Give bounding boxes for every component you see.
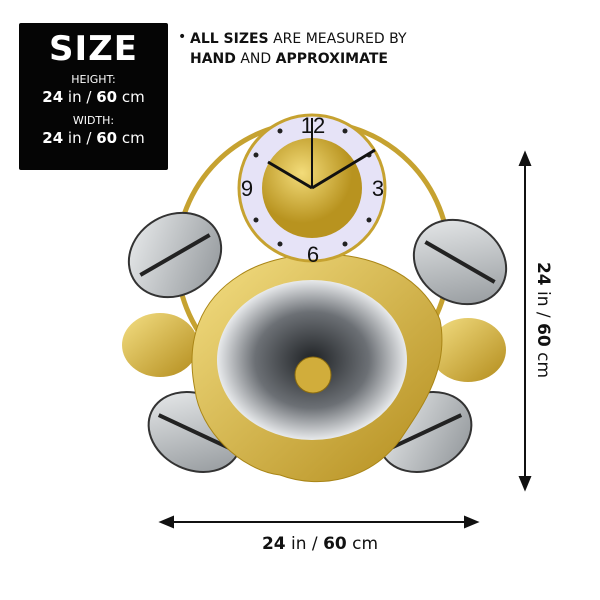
height-value: 24 in / 60 cm xyxy=(42,88,145,106)
size-title: SIZE xyxy=(48,29,139,69)
gold-leaf xyxy=(122,313,198,377)
numeral-9: 9 xyxy=(241,176,253,201)
measurement-note: • ALL SIZES ARE MEASURED BY HAND AND APP… xyxy=(178,29,407,67)
width-value: 24 in / 60 cm xyxy=(42,129,145,147)
numeral-6: 6 xyxy=(307,242,319,267)
center-rose xyxy=(294,356,332,394)
width-arrow xyxy=(158,515,480,529)
silver-leaf xyxy=(127,211,223,299)
width-label: WIDTH: xyxy=(72,114,115,127)
size-info-box: SIZE HEIGHT: 24 in / 60 cm WIDTH: 24 in … xyxy=(19,23,168,170)
second-hand xyxy=(267,160,313,190)
height-dimension-label: 24 in / 60 cm xyxy=(533,261,553,379)
numeral-3: 3 xyxy=(372,176,384,201)
height-label: HEIGHT: xyxy=(71,73,116,86)
gold-leaf xyxy=(430,318,506,382)
width-dimension-label: 24 in / 60 cm xyxy=(261,534,379,554)
hour-hand xyxy=(311,148,376,190)
height-arrow xyxy=(518,150,532,492)
silver-leaf xyxy=(412,218,508,306)
